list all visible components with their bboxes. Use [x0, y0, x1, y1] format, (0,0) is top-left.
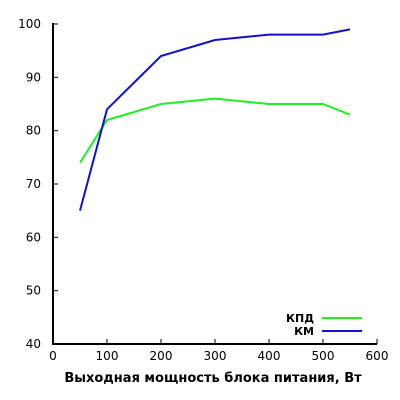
legend-label-2: КМ: [294, 325, 314, 338]
x-tick-label: 200: [150, 349, 173, 363]
x-tick-label: 0: [49, 349, 57, 363]
y-tick-label: 100: [18, 17, 41, 31]
legend-label-1: КПД: [286, 312, 314, 325]
x-tick-label: 600: [366, 349, 389, 363]
series-line-1: [79, 97, 351, 164]
y-tick-label: 40: [26, 337, 41, 351]
frame-layer: [52, 23, 377, 345]
series-layer: [79, 28, 351, 211]
x-tick-label: 500: [312, 349, 335, 363]
x-axis-title: Выходная мощность блока питания, Вт: [64, 371, 362, 386]
ticks-layer: [52, 23, 378, 345]
x-tick-label: 100: [96, 349, 119, 363]
y-tick-label: 70: [26, 177, 41, 191]
x-tick-label: 300: [204, 349, 227, 363]
y-tick-label: 90: [26, 70, 41, 84]
x-tick-label: 400: [258, 349, 281, 363]
series-line-2: [79, 28, 351, 211]
labels-layer: 0 100 200 300 400 500 600 40 50 60 70 80 90 100: [18, 17, 388, 363]
y-tick-label: 50: [26, 284, 41, 298]
y-tick-label: 60: [26, 230, 41, 244]
y-tick-label: 80: [26, 124, 41, 138]
